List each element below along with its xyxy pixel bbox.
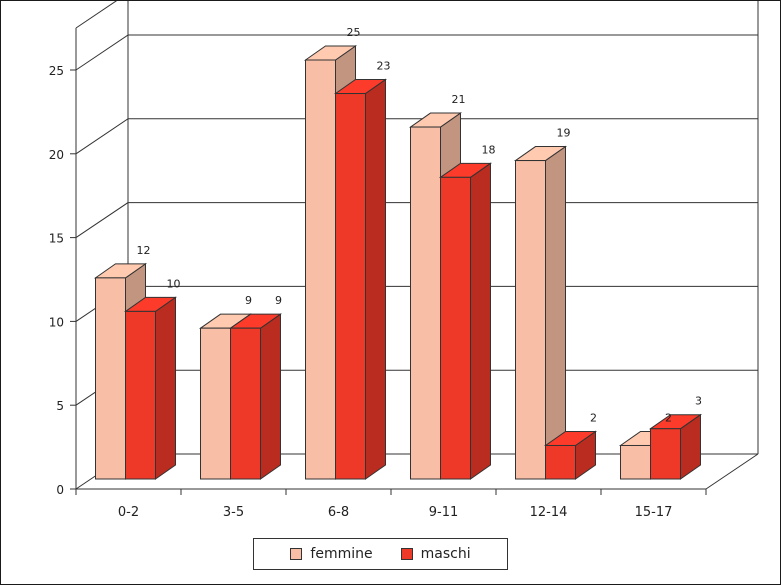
bar-maschi-0-2 [123,296,178,480]
bar-front [545,444,576,480]
bar-front [200,327,231,480]
bar-side [155,296,176,480]
legend-swatch-femmine [290,548,303,560]
bar-front [650,428,681,480]
y-tick-label: 10 [49,315,64,329]
data-label-maschi-9-11: 18 [482,143,496,156]
data-label-maschi-0-2: 10 [167,277,181,290]
x-tick-label: 3-5 [223,505,244,520]
legend-label-maschi: maschi [420,546,471,562]
data-label-femmine-0-2: 12 [137,244,151,257]
y-tick-label: 0 [56,483,64,497]
bar-maschi-3-5 [228,313,283,480]
bar-maschi-12-14 [543,430,598,480]
data-label-maschi-3-5: 9 [275,294,282,307]
y-tick-label: 20 [49,148,64,162]
data-label-femmine-12-14: 19 [557,127,571,140]
x-tick-label: 15-17 [635,505,673,520]
legend-label-femmine: femmine [310,546,373,562]
floor-right-edge [705,453,759,490]
gridline-side [75,202,129,239]
x-tick-label: 0-2 [118,505,139,520]
data-label-maschi-12-14: 2 [590,411,597,424]
gridline-side [75,118,129,155]
bar-side [365,78,386,480]
y-tick-label: 25 [49,64,64,78]
legend-swatch-maschi [400,548,413,560]
data-label-femmine-9-11: 21 [452,93,466,106]
x-tick-label: 12-14 [530,505,568,520]
y-tick-label: 15 [49,232,64,246]
bar-front [335,93,366,480]
bar-front [410,126,441,480]
bar-front [95,277,126,480]
data-label-femmine-3-5: 9 [245,294,252,307]
legend-item-maschi: maschi [400,546,471,562]
side-wall-top-edge [75,1,118,29]
bars [93,45,703,480]
bar-maschi-15-17 [648,413,703,480]
data-label-maschi-6-8: 23 [377,60,391,73]
gridline-side [75,34,129,71]
y-axis: 0 5 10 15 20 25 [49,64,76,497]
x-axis: 0-2 3-5 6-8 9-11 12-14 15-17 [75,488,707,520]
legend: femmine maschi [253,538,508,570]
legend-item-femmine: femmine [290,546,373,562]
bar-maschi-9-11 [438,162,493,480]
bar-front [305,59,336,480]
data-label-femmine-15-17: 2 [665,411,672,424]
x-tick-label: 9-11 [429,505,459,520]
bar-side [545,145,566,480]
y-tick-label: 5 [56,399,64,413]
bar-front [440,176,471,480]
bar-front [230,327,261,480]
bar-maschi-6-8 [333,78,388,480]
bar-front [515,160,546,480]
bar-side [260,313,281,480]
bar-front [620,444,651,480]
data-label-femmine-6-8: 25 [347,26,361,39]
x-tick-label: 6-8 [328,505,349,520]
bar-side [470,162,491,480]
bar-front [125,310,156,480]
data-label-maschi-15-17: 3 [695,395,702,408]
bar-femmine-12-14 [513,145,568,480]
